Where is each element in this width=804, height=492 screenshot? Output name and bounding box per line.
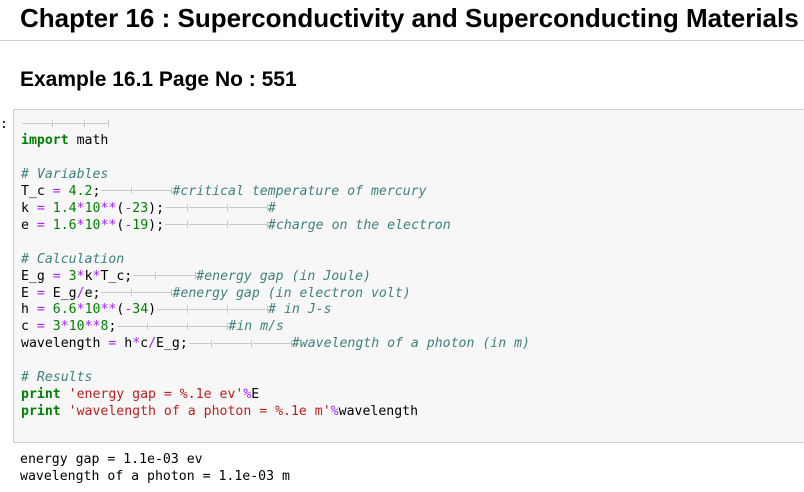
num-k: 1.4 bbox=[52, 200, 77, 216]
tab-marker bbox=[228, 204, 269, 212]
tab-marker bbox=[188, 204, 229, 212]
num-k-exp: 23 bbox=[132, 200, 149, 216]
tab-marker bbox=[132, 187, 173, 195]
tab-marker bbox=[212, 339, 252, 347]
num-eg: 3 bbox=[68, 268, 77, 284]
tab-marker bbox=[164, 221, 189, 229]
tab-marker bbox=[188, 221, 229, 229]
module-name: math bbox=[68, 132, 109, 148]
num-k-base: 10 bbox=[84, 200, 101, 216]
num-h-base: 10 bbox=[84, 302, 101, 318]
string-energy-gap: 'energy gap = %.1e ev' bbox=[68, 387, 244, 403]
var-k: k bbox=[21, 200, 37, 216]
title-divider bbox=[0, 40, 804, 41]
comment-wavelength: #wavelength of a photon (in m) bbox=[291, 336, 530, 352]
tab-marker bbox=[252, 339, 292, 347]
var-e: e bbox=[21, 217, 37, 233]
var-tc: T_c bbox=[21, 183, 53, 199]
ref-E: E bbox=[251, 387, 260, 403]
tab-marker bbox=[100, 187, 133, 195]
tab-marker bbox=[148, 322, 189, 330]
keyword-print: print bbox=[21, 404, 61, 420]
tab-marker bbox=[53, 119, 85, 127]
code-block[interactable]: import math # Variables T_c = 4.2; #criti… bbox=[21, 116, 530, 421]
tab-marker bbox=[132, 272, 157, 280]
comment-results: # Results bbox=[21, 370, 93, 386]
tab-marker bbox=[164, 204, 189, 212]
num-h-exp: 34 bbox=[132, 302, 149, 318]
keyword-import: import bbox=[21, 132, 69, 148]
tab-marker bbox=[228, 221, 269, 229]
comment-variables: # Variables bbox=[21, 166, 109, 182]
var-h: h bbox=[21, 302, 37, 318]
comment-e: #charge on the electron bbox=[268, 217, 451, 233]
var-wavelength: wavelength bbox=[21, 336, 109, 352]
string-wavelength: 'wavelength of a photon = %.1e m' bbox=[68, 404, 331, 420]
num-tc: 4.2 bbox=[68, 183, 93, 199]
comment-tc: #critical temperature of mercury bbox=[172, 183, 427, 199]
keyword-print: print bbox=[21, 387, 61, 403]
num-c: 3 bbox=[52, 319, 61, 335]
num-e: 1.6 bbox=[52, 217, 77, 233]
tab-marker bbox=[156, 272, 197, 280]
ref-c: c bbox=[140, 336, 149, 352]
chapter-title: Chapter 16 : Superconductivity and Super… bbox=[20, 3, 799, 33]
tab-marker bbox=[188, 339, 212, 347]
tab-marker bbox=[116, 322, 149, 330]
tab-marker bbox=[100, 289, 133, 297]
code-cell[interactable]: import math # Variables T_c = 4.2; #criti… bbox=[13, 109, 804, 443]
num-c-exp: 8 bbox=[100, 319, 109, 335]
comment-h: # in J-s bbox=[268, 302, 332, 318]
ref-h: h bbox=[116, 336, 133, 352]
tab-marker bbox=[132, 289, 173, 297]
comment-k: # bbox=[268, 200, 276, 216]
example-title: Example 16.1 Page No : 551 bbox=[20, 68, 297, 91]
var-eg: E_g bbox=[21, 268, 53, 284]
num-c-base: 10 bbox=[68, 319, 85, 335]
cell-prompt: : bbox=[0, 117, 8, 132]
num-e-exp: 19 bbox=[132, 217, 149, 233]
comment-c: #in m/s bbox=[228, 319, 284, 335]
num-e-base: 10 bbox=[84, 217, 101, 233]
var-E: E bbox=[21, 285, 37, 301]
tab-marker bbox=[228, 305, 269, 313]
tab-marker bbox=[188, 322, 229, 330]
var-c: c bbox=[21, 319, 37, 335]
ref-tc: T_c; bbox=[100, 268, 133, 284]
tab-marker bbox=[156, 305, 189, 313]
comment-eg: #energy gap (in Joule) bbox=[196, 268, 371, 284]
ref-eg2: E_g; bbox=[156, 336, 188, 352]
comment-calculation: # Calculation bbox=[21, 251, 125, 267]
output-line: wavelength of a photon = 1.1e-03 m bbox=[20, 469, 290, 484]
ref-e: e; bbox=[84, 285, 101, 301]
tab-marker bbox=[85, 119, 109, 127]
tab-marker bbox=[188, 305, 229, 313]
ref-eg: E_g bbox=[44, 285, 77, 301]
comment-E: #energy gap (in electron volt) bbox=[172, 285, 411, 301]
ref-k: k bbox=[84, 268, 93, 284]
cell-output: energy gap = 1.1e-03 ev wavelength of a … bbox=[20, 451, 290, 485]
num-h: 6.6 bbox=[52, 302, 77, 318]
output-line: energy gap = 1.1e-03 ev bbox=[20, 452, 203, 467]
tab-marker bbox=[21, 119, 53, 127]
ref-wavelength: wavelength bbox=[338, 404, 419, 420]
